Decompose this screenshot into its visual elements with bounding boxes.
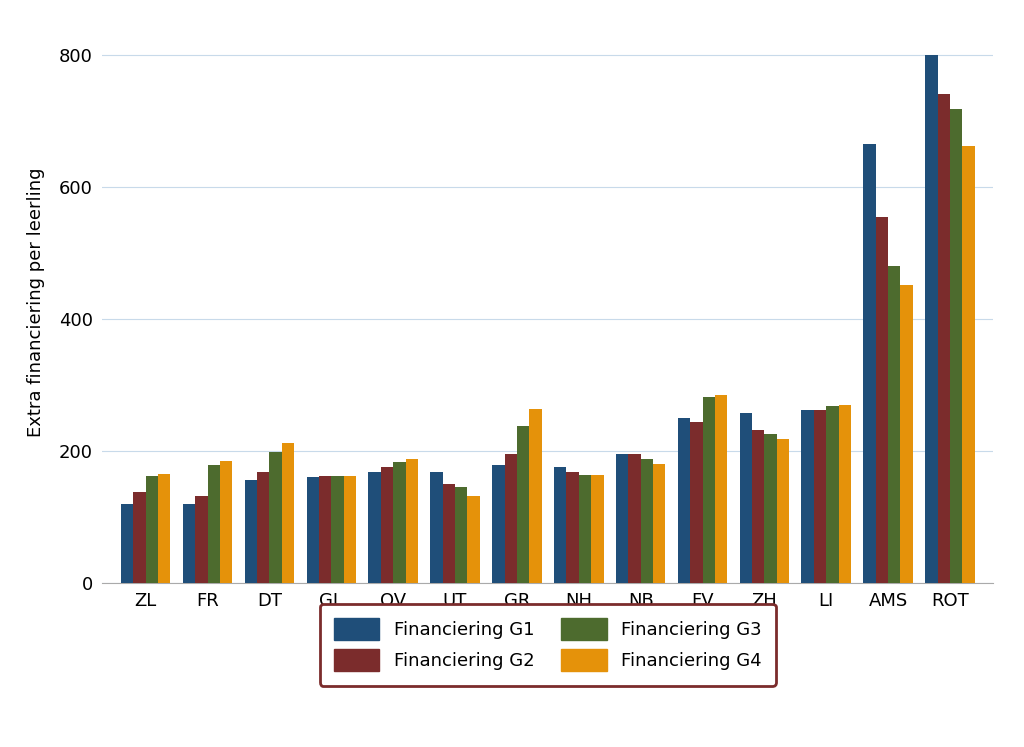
Bar [900,285,912,583]
Bar [802,410,814,583]
Bar [196,496,208,583]
Bar [839,405,851,583]
Bar [764,434,777,583]
Bar [220,461,232,583]
Bar [183,503,196,583]
Bar [393,462,406,583]
Bar [678,418,690,583]
Bar [715,395,727,583]
Bar [369,472,381,583]
Bar [863,144,876,583]
Bar [158,474,170,583]
Bar [926,55,938,583]
Bar [493,465,505,583]
Bar [430,472,442,583]
Bar [566,472,579,583]
Bar [653,464,666,583]
Bar [702,397,715,583]
Bar [381,468,393,583]
Bar [344,476,356,583]
Bar [938,93,950,583]
Bar [641,459,653,583]
Bar [629,454,641,583]
Bar [950,109,963,583]
Bar [876,217,888,583]
Bar [505,454,517,583]
Bar [318,476,332,583]
Bar [332,476,344,583]
Bar [245,480,257,583]
Bar [826,406,839,583]
Bar [208,465,220,583]
Bar [121,503,133,583]
Bar [814,410,826,583]
Bar [963,146,975,583]
Y-axis label: Extra financiering per leerling: Extra financiering per leerling [27,168,45,437]
Bar [145,476,158,583]
Bar [615,454,629,583]
Bar [529,409,542,583]
Bar [442,484,455,583]
Bar [455,487,467,583]
Legend: Financiering G1, Financiering G2, Financiering G3, Financiering G4: Financiering G1, Financiering G2, Financ… [319,604,776,686]
Bar [133,492,145,583]
Bar [690,423,702,583]
Bar [517,426,529,583]
Bar [888,266,900,583]
Bar [467,496,480,583]
Bar [777,439,790,583]
Bar [591,475,603,583]
Bar [406,459,418,583]
Bar [554,468,566,583]
Bar [752,430,764,583]
Bar [579,475,591,583]
Bar [269,452,282,583]
Bar [257,472,269,583]
Bar [306,477,318,583]
Bar [282,443,294,583]
Bar [739,412,752,583]
